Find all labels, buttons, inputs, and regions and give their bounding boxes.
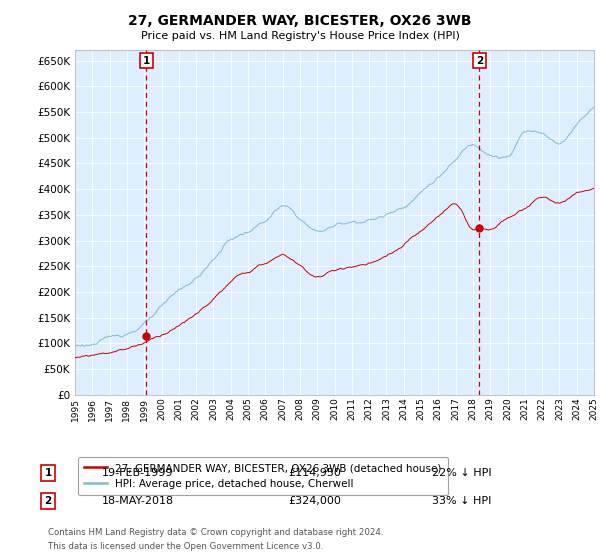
Text: 27, GERMANDER WAY, BICESTER, OX26 3WB: 27, GERMANDER WAY, BICESTER, OX26 3WB xyxy=(128,14,472,28)
Text: 1: 1 xyxy=(44,468,52,478)
Text: 19-FEB-1999: 19-FEB-1999 xyxy=(102,468,173,478)
Text: £324,000: £324,000 xyxy=(288,496,341,506)
Text: 18-MAY-2018: 18-MAY-2018 xyxy=(102,496,174,506)
Text: 2: 2 xyxy=(44,496,52,506)
Text: 2: 2 xyxy=(476,55,483,66)
Text: 33% ↓ HPI: 33% ↓ HPI xyxy=(432,496,491,506)
Text: Contains HM Land Registry data © Crown copyright and database right 2024.: Contains HM Land Registry data © Crown c… xyxy=(48,528,383,536)
Legend: 27, GERMANDER WAY, BICESTER, OX26 3WB (detached house), HPI: Average price, deta: 27, GERMANDER WAY, BICESTER, OX26 3WB (d… xyxy=(77,457,448,495)
Text: 1: 1 xyxy=(143,55,150,66)
Text: Price paid vs. HM Land Registry's House Price Index (HPI): Price paid vs. HM Land Registry's House … xyxy=(140,31,460,41)
Text: 22% ↓ HPI: 22% ↓ HPI xyxy=(432,468,491,478)
Text: This data is licensed under the Open Government Licence v3.0.: This data is licensed under the Open Gov… xyxy=(48,542,323,550)
Text: £114,950: £114,950 xyxy=(288,468,341,478)
